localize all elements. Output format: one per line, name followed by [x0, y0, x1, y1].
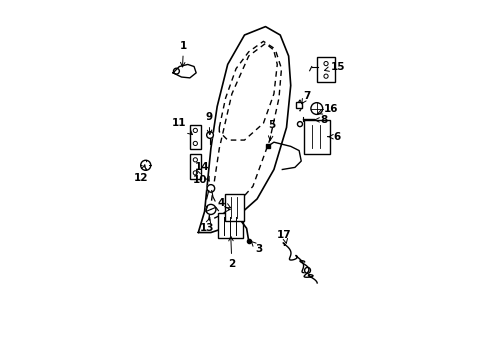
FancyBboxPatch shape [304, 120, 329, 154]
FancyBboxPatch shape [189, 125, 201, 149]
Text: 7: 7 [301, 91, 310, 104]
FancyBboxPatch shape [316, 57, 335, 82]
Circle shape [310, 103, 322, 114]
Text: 11: 11 [172, 118, 192, 135]
Circle shape [173, 68, 179, 74]
FancyBboxPatch shape [218, 213, 243, 238]
Polygon shape [173, 64, 196, 78]
Circle shape [207, 185, 214, 192]
FancyBboxPatch shape [224, 194, 244, 221]
Text: 5: 5 [267, 120, 275, 140]
Text: 13: 13 [199, 218, 213, 233]
Text: 3: 3 [250, 241, 262, 255]
Text: 8: 8 [314, 115, 327, 125]
Circle shape [141, 160, 150, 170]
Text: 1: 1 [180, 41, 187, 67]
Text: 16: 16 [317, 104, 337, 114]
Circle shape [323, 62, 327, 66]
Text: 10: 10 [193, 170, 207, 185]
FancyBboxPatch shape [189, 154, 201, 179]
Text: 9: 9 [205, 112, 212, 135]
Text: 17: 17 [277, 230, 291, 243]
Text: 12: 12 [134, 165, 148, 183]
Circle shape [304, 267, 310, 273]
Text: 2: 2 [228, 237, 235, 269]
Text: 6: 6 [327, 132, 340, 142]
Circle shape [193, 171, 197, 175]
Circle shape [193, 141, 197, 145]
Circle shape [206, 132, 213, 138]
Circle shape [193, 128, 197, 132]
Text: 15: 15 [324, 62, 345, 72]
Text: 14: 14 [195, 162, 209, 181]
Circle shape [323, 74, 327, 78]
Circle shape [205, 204, 216, 215]
Circle shape [297, 122, 302, 127]
Text: 4: 4 [217, 198, 230, 208]
Circle shape [143, 163, 148, 168]
Circle shape [193, 158, 197, 162]
